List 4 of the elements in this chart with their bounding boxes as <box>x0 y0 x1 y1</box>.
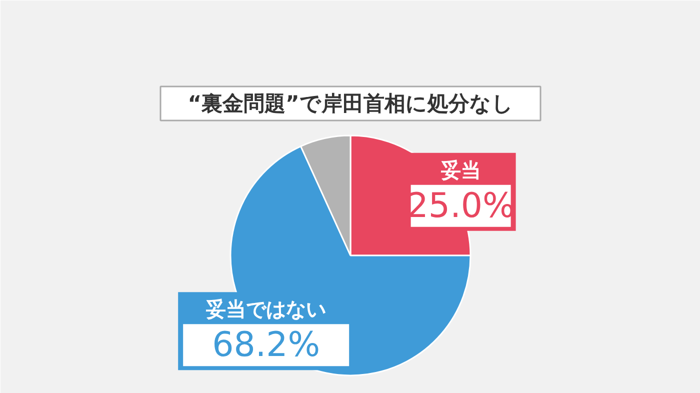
data-label: 68.2% <box>212 325 320 366</box>
slice-label: 妥当 <box>440 158 481 182</box>
slice-label: 妥当ではない <box>205 297 326 322</box>
chart-title: “裏金問題”で岸田首相に処分なし <box>188 92 514 116</box>
